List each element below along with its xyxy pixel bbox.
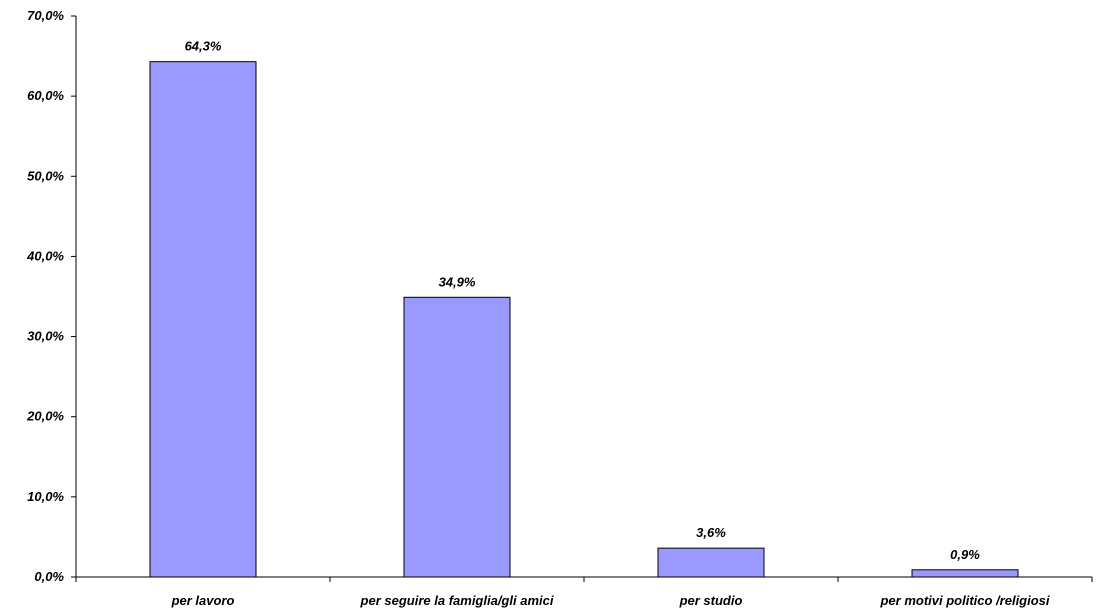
y-tick-label: 70,0% (27, 8, 64, 23)
x-category-label: per studio (679, 593, 743, 608)
x-category-label: per seguire la famiglia/gli amici (360, 593, 554, 608)
y-tick-label: 50,0% (27, 168, 64, 183)
x-category-label: per motivi politico /religiosi (879, 593, 1049, 608)
y-tick-label: 30,0% (27, 329, 64, 344)
x-axis: per lavoro per seguire la famiglia/gli am… (75, 576, 1093, 608)
y-tick-label: 60,0% (27, 88, 64, 103)
y-tick-label: 40,0% (26, 248, 64, 263)
data-labels: 64,3% 34,9% 3,6% 0,9% (185, 39, 981, 562)
bars (149, 61, 1019, 578)
bar-value-label: 3,6% (696, 525, 726, 540)
y-axis: 0,0% 10,0% 20,0% 30,0% 40,0% 50,0% 60,0% 70,0% (26, 8, 77, 584)
bar (911, 569, 1019, 578)
bar-value-label: 64,3% (185, 39, 222, 54)
bar (149, 61, 257, 578)
bar-value-label: 0,9% (950, 547, 980, 562)
y-tick-label: 20,0% (26, 409, 64, 424)
bar (657, 547, 765, 578)
y-tick-label: 10,0% (27, 489, 64, 504)
x-category-label: per lavoro (171, 593, 235, 608)
bar (403, 296, 511, 578)
bar-value-label: 34,9% (439, 274, 476, 289)
y-tick-label: 0,0% (34, 569, 64, 584)
